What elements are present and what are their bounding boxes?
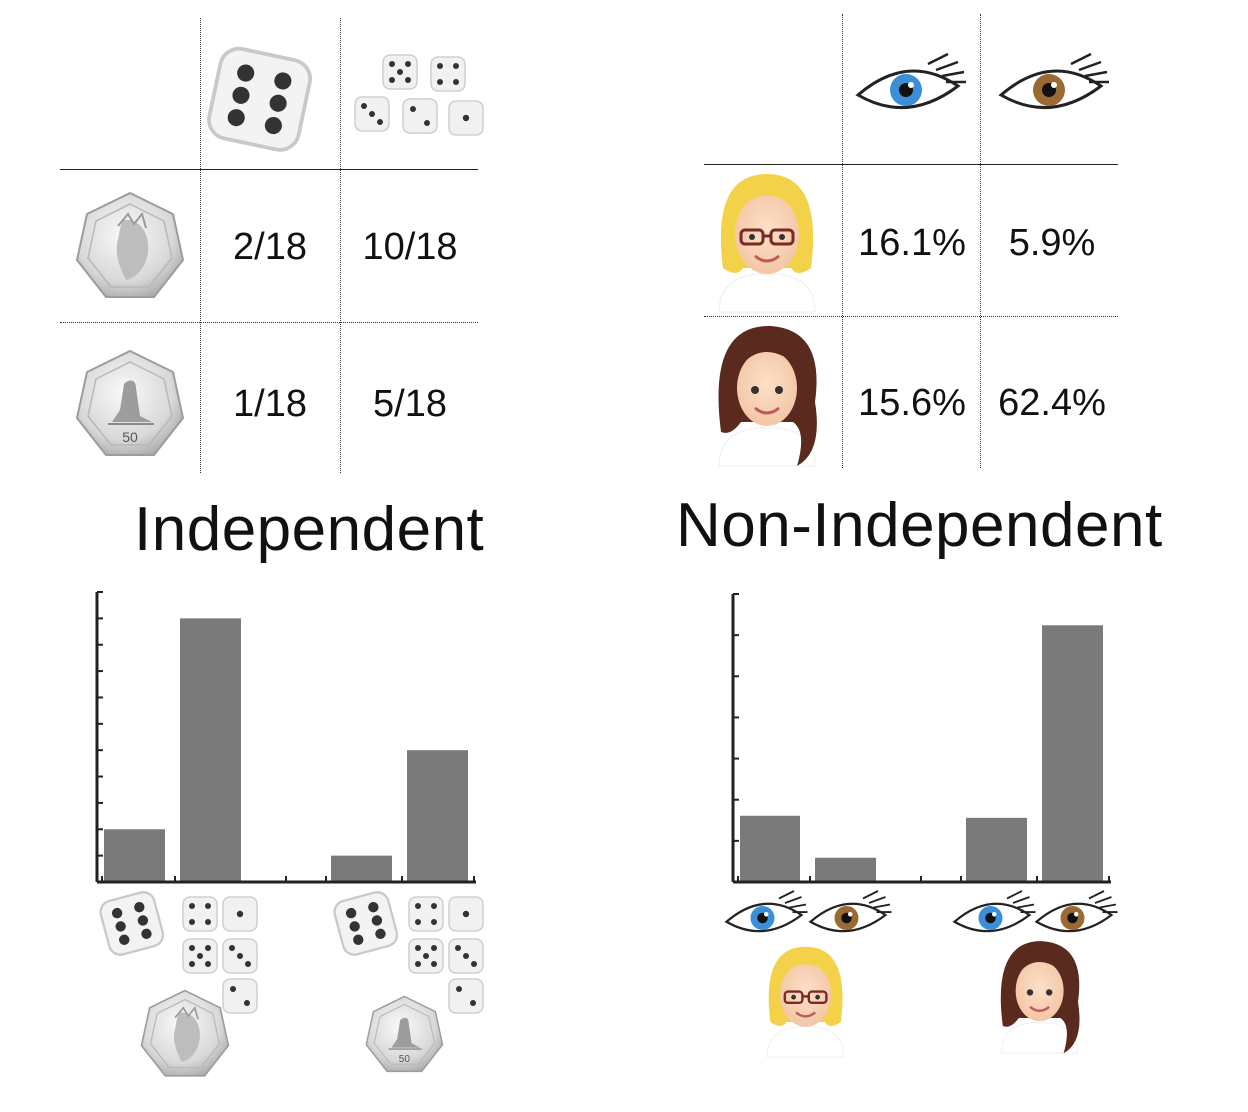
axis-blonde-woman-icon <box>766 945 846 1059</box>
left-table-header-rule <box>60 169 478 170</box>
axis-brunette-woman-icon <box>999 939 1081 1055</box>
bar-blonde/brown-eye <box>815 857 876 882</box>
cell-blonde-blue: 16.1% <box>858 222 966 264</box>
bar-coin-heads/die-six <box>104 829 165 882</box>
axis-coin-heads-icon <box>140 989 230 1077</box>
title-non-independent: Non-Independent <box>676 491 1163 560</box>
title-independent: Independent <box>134 495 485 564</box>
axis-die-icon-1 <box>96 888 167 959</box>
left-table-row-rule <box>60 322 478 323</box>
right-table-vline-2 <box>980 14 981 468</box>
bar-blonde/blue-eye <box>740 815 800 882</box>
cell-brunette-blue: 15.6% <box>858 382 966 424</box>
bar-coin-tails/die-six <box>331 855 392 882</box>
left-table-vline-2 <box>340 18 341 473</box>
bar-coin-heads/die-other <box>180 618 241 882</box>
axis-brown-eye-icon-1 <box>809 889 893 933</box>
right-table-row-rule <box>704 316 1118 317</box>
bar-brunette/blue-eye <box>966 817 1027 882</box>
axis-die-icon-2 <box>330 888 401 959</box>
cell-heads-die6: 2/18 <box>233 226 307 268</box>
axis-coin-tails-icon <box>365 995 444 1073</box>
right-table-vline-1 <box>842 14 843 468</box>
cell-blonde-brown: 5.9% <box>1008 222 1096 264</box>
bar-brunette/brown-eye <box>1042 625 1103 882</box>
axis-blue-eye-icon-1 <box>725 889 809 933</box>
cell-heads-other: 10/18 <box>362 226 458 268</box>
bar-coin-tails/die-other <box>407 750 468 882</box>
cell-tails-other: 5/18 <box>373 383 447 425</box>
left-table-vline-1 <box>200 18 201 473</box>
right-table-header-rule <box>704 164 1118 165</box>
cell-brunette-brown: 62.4% <box>998 382 1106 424</box>
cell-tails-die6: 1/18 <box>233 383 307 425</box>
